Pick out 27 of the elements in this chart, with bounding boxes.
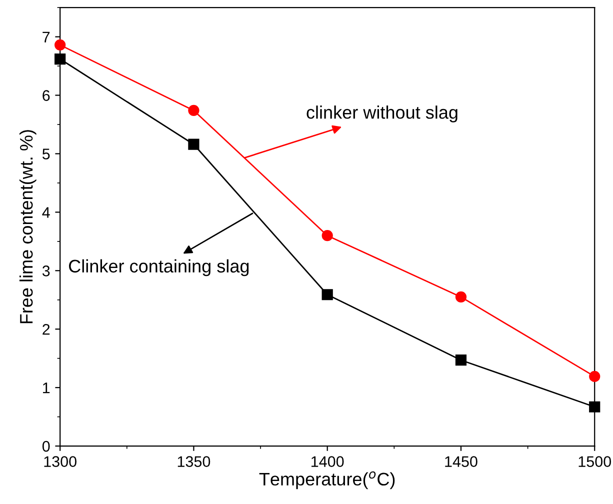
y-tick-label: 4: [42, 207, 50, 218]
point: [455, 354, 467, 366]
x-tick-label: 1450: [445, 456, 478, 467]
point: [322, 289, 333, 300]
x-tick-label: 1350: [178, 456, 210, 467]
point: [188, 138, 200, 150]
x-tick-label: 1300: [44, 456, 76, 467]
y-tick-label: 5: [42, 148, 50, 160]
point: [589, 370, 600, 382]
y-tick-label: 6: [42, 90, 50, 101]
y-tick-label: 7: [42, 32, 50, 42]
annotation: clinker without slag: [306, 106, 458, 122]
point: [455, 291, 467, 303]
point: [322, 230, 333, 242]
point: [188, 104, 200, 116]
y-tick-label: 3: [42, 266, 50, 276]
x-tick-label: 1500: [578, 456, 612, 467]
y-tick-label: 1: [43, 382, 50, 394]
x-tick-label: 1400: [312, 456, 344, 467]
point: [54, 39, 66, 51]
point: [54, 53, 66, 65]
y-tick-label: 2: [42, 324, 50, 335]
point: [589, 401, 600, 412]
y-axis-title: Free lime content(wt. %): [19, 130, 36, 324]
annotation: Clinker containing slag: [69, 259, 249, 276]
x-axis-title: Temperature($^{o}$C): [259, 471, 395, 490]
y-tick-label: 0: [42, 440, 50, 452]
